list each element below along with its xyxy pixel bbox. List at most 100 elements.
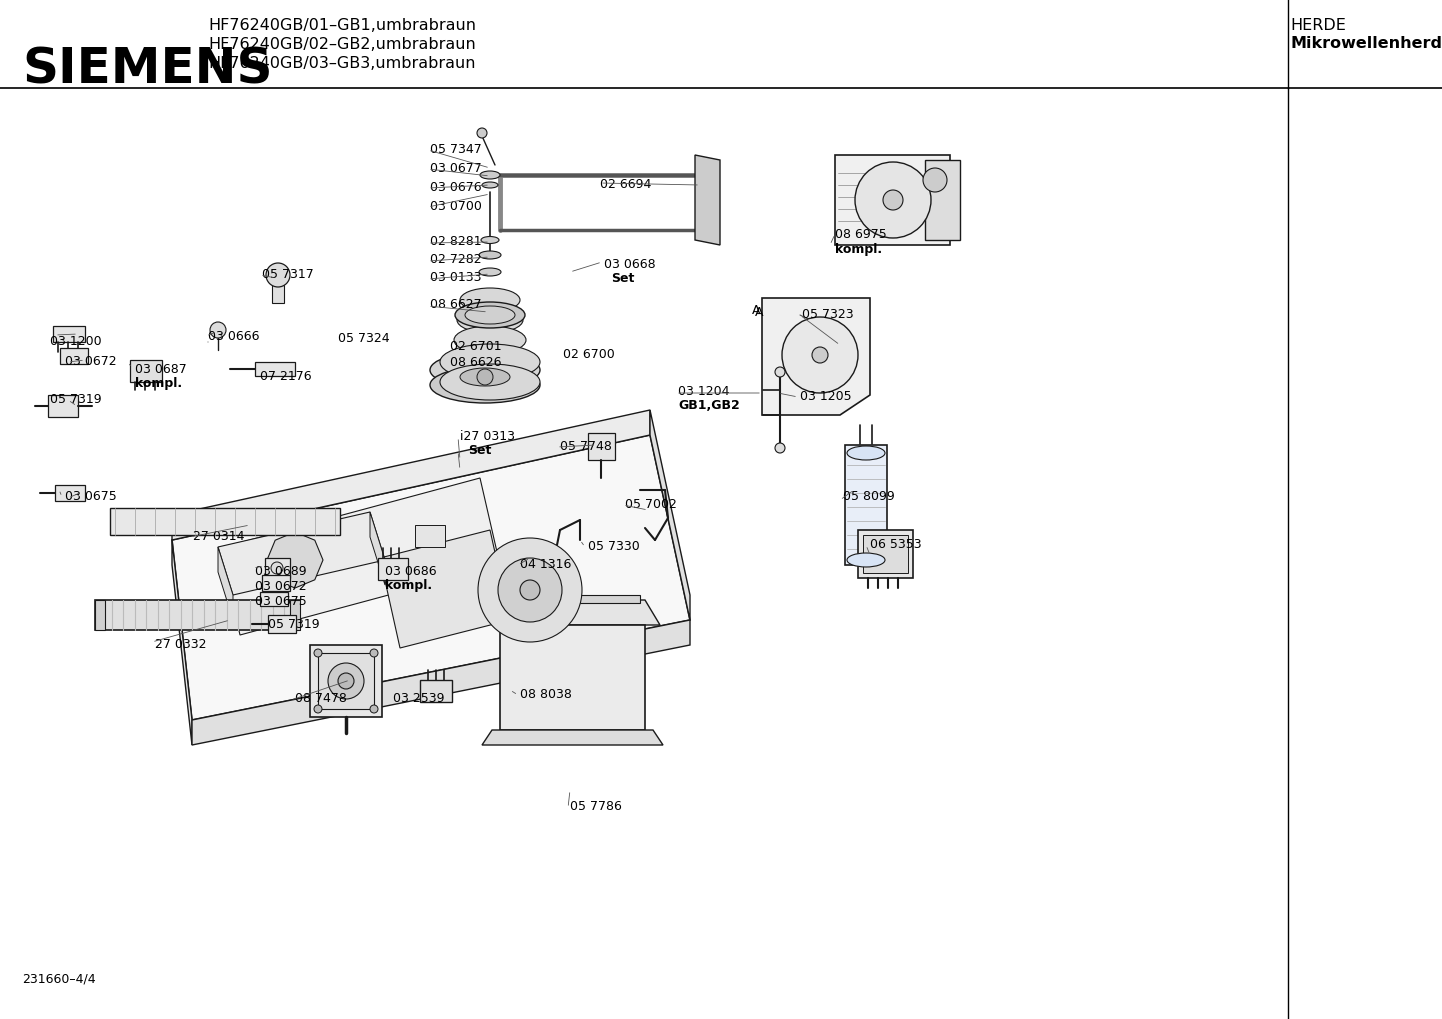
Text: 08 7478: 08 7478 [296,692,348,705]
Text: 02 7282: 02 7282 [430,253,482,266]
Text: 05 7347: 05 7347 [430,143,482,156]
Circle shape [314,705,322,713]
Text: kompl.: kompl. [835,243,883,256]
Ellipse shape [456,302,525,328]
Text: i27 0313: i27 0313 [460,430,515,443]
Polygon shape [500,600,660,625]
Text: 03 0676: 03 0676 [430,181,482,194]
Text: 05 7786: 05 7786 [570,800,622,813]
Circle shape [477,128,487,138]
Polygon shape [95,600,105,630]
Polygon shape [110,508,340,535]
Bar [505,595,640,603]
Text: 06 5353: 06 5353 [870,538,921,551]
Text: A: A [751,304,760,317]
Bar [53,326,85,342]
Text: Set: Set [611,272,634,285]
Circle shape [371,705,378,713]
Bar [378,558,408,580]
Text: kompl.: kompl. [385,579,433,592]
Polygon shape [218,547,234,620]
Ellipse shape [440,364,539,400]
Polygon shape [371,512,385,585]
Bar [268,615,296,633]
Text: 08 6627: 08 6627 [430,298,482,311]
Polygon shape [172,410,650,540]
Circle shape [774,367,784,377]
Polygon shape [695,155,720,245]
Text: 05 7002: 05 7002 [624,498,676,511]
Polygon shape [761,298,870,415]
Ellipse shape [454,326,526,354]
Bar [61,348,88,364]
Text: kompl.: kompl. [136,377,182,390]
Polygon shape [172,435,691,720]
Bar [319,653,373,709]
Bar [273,285,284,303]
Bar [262,575,290,591]
Bar [500,625,645,730]
Circle shape [314,649,322,657]
Polygon shape [588,433,614,460]
Circle shape [521,580,539,600]
Ellipse shape [482,236,499,244]
Circle shape [774,443,784,453]
Text: 03 1204: 03 1204 [678,385,730,398]
Ellipse shape [479,251,500,259]
Bar [130,360,162,382]
Text: 27 0314: 27 0314 [193,530,245,543]
Polygon shape [218,512,385,595]
Bar [845,445,887,565]
Circle shape [812,347,828,363]
Bar [55,485,85,501]
Text: HF76240GB/02–GB2,umbrabraun: HF76240GB/02–GB2,umbrabraun [208,37,476,52]
Text: 08 6975: 08 6975 [835,228,887,242]
Ellipse shape [479,268,500,276]
Bar [260,592,288,606]
Circle shape [371,649,378,657]
Text: 02 6701: 02 6701 [450,340,502,353]
Polygon shape [95,600,300,630]
Ellipse shape [480,171,500,179]
Ellipse shape [430,367,539,403]
Bar [862,535,908,573]
Bar [924,160,960,240]
Text: 05 7330: 05 7330 [588,540,640,553]
Ellipse shape [430,352,539,388]
Circle shape [211,322,226,338]
Text: 03 0133: 03 0133 [430,271,482,284]
Ellipse shape [846,446,885,460]
Polygon shape [290,600,300,630]
Ellipse shape [460,288,521,312]
Ellipse shape [846,553,885,567]
Bar [310,645,382,717]
Text: 03 0687: 03 0687 [136,363,187,376]
Text: 08 6626: 08 6626 [450,356,502,369]
Circle shape [782,317,858,393]
Ellipse shape [457,307,523,333]
Bar [48,395,78,417]
Text: 03 0668: 03 0668 [604,258,656,271]
Text: HF76240GB/03–GB3,umbrabraun: HF76240GB/03–GB3,umbrabraun [208,56,476,71]
Ellipse shape [440,344,539,380]
Text: 05 7319: 05 7319 [50,393,101,406]
Bar [835,155,950,245]
Circle shape [497,558,562,622]
Text: 03 0700: 03 0700 [430,200,482,213]
Text: 08 8038: 08 8038 [521,688,572,701]
Text: Mikrowellenherde: Mikrowellenherde [1291,36,1442,51]
Ellipse shape [485,254,496,259]
Ellipse shape [460,368,510,386]
Bar [255,362,296,376]
Circle shape [265,263,290,287]
Text: SIEMENS: SIEMENS [22,45,273,93]
Text: 03 1200: 03 1200 [50,335,101,348]
Polygon shape [381,530,510,648]
Circle shape [883,190,903,210]
Polygon shape [650,410,691,620]
Text: HF76240GB/01–GB1,umbrabraun: HF76240GB/01–GB1,umbrabraun [208,18,476,33]
Circle shape [923,168,947,192]
Bar [858,530,913,578]
Text: 05 7317: 05 7317 [262,268,314,281]
Text: 27 0332: 27 0332 [154,638,206,651]
